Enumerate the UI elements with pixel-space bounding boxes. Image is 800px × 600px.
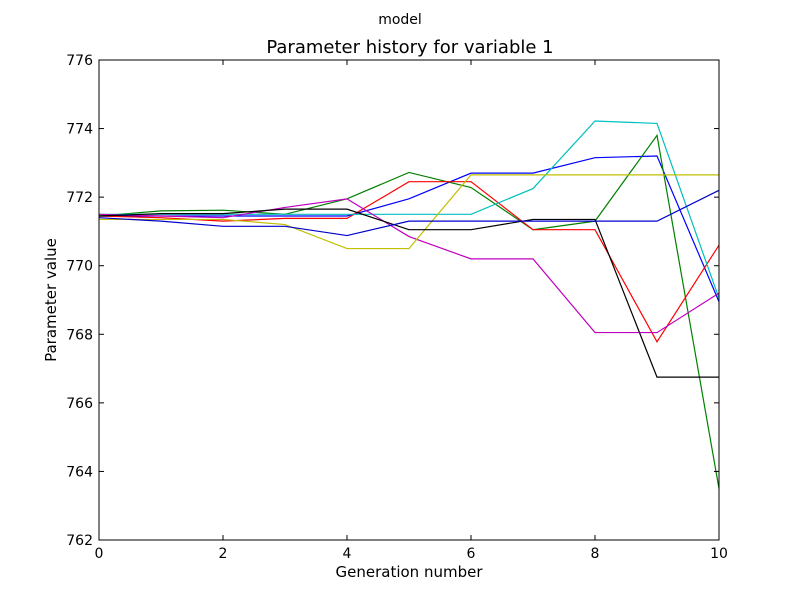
- y-tick-label: 766: [66, 396, 93, 412]
- figure-suptitle: model: [378, 12, 422, 28]
- y-tick-label: 768: [66, 327, 93, 343]
- x-tick-label: 0: [95, 546, 104, 562]
- ticks-layer: 0 2 4 6 8 10 762 764 766 768 770 772 774 776: [66, 53, 728, 562]
- series-line-6: [99, 174, 719, 250]
- y-tick-label: 772: [66, 190, 93, 206]
- x-tick-label: 2: [219, 546, 228, 562]
- x-axis-label: Generation number: [336, 563, 484, 581]
- y-axis-label: Parameter value: [42, 238, 60, 362]
- y-tick-label: 774: [66, 122, 93, 138]
- plot-frame: [98, 59, 720, 541]
- series-line-1: [99, 155, 720, 302]
- y-tick-label: 762: [66, 533, 93, 549]
- series-layer: [98, 120, 720, 489]
- series-line-2: [98, 133, 720, 489]
- x-tick-label: 6: [467, 546, 476, 562]
- x-tick-label: 10: [710, 546, 728, 562]
- chart-title: Parameter history for variable 1: [266, 37, 553, 58]
- series-line-3: [98, 181, 720, 344]
- y-tick-label: 770: [66, 259, 93, 275]
- series-line-8: [98, 189, 720, 237]
- x-tick-label: 4: [343, 546, 352, 562]
- y-tick-label: 776: [66, 53, 93, 69]
- series-line-7: [98, 208, 719, 378]
- series-line-4: [99, 120, 720, 299]
- x-tick-label: 8: [591, 546, 600, 562]
- y-tick-label: 764: [66, 464, 93, 480]
- series-line-5: [98, 198, 720, 334]
